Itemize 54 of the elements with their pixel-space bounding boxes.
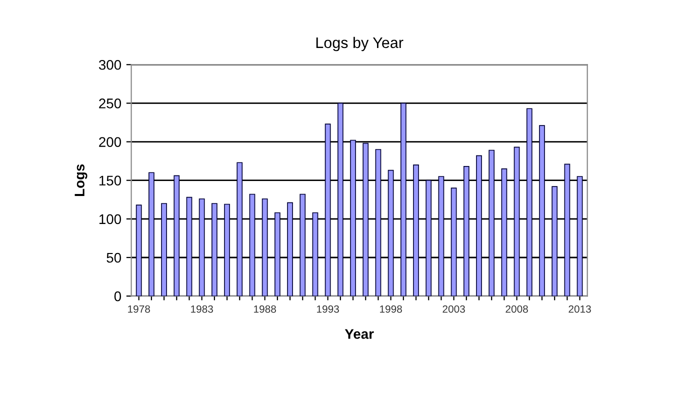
bar	[476, 155, 482, 296]
bar	[526, 108, 532, 296]
bar	[300, 194, 306, 296]
bar	[136, 204, 142, 296]
bar	[501, 168, 508, 296]
x-tick-label: 1998	[380, 305, 402, 313]
y-tick-label: 200	[99, 137, 122, 147]
bar	[198, 198, 205, 296]
x-tick-label: 2013	[568, 305, 591, 313]
bar	[576, 176, 583, 296]
y-tick-label: 0	[114, 291, 122, 302]
bar	[262, 198, 268, 296]
bar	[438, 176, 444, 296]
bar	[224, 204, 230, 296]
y-tick-label: 300	[98, 60, 122, 70]
x-tick-label: 1983	[191, 305, 213, 313]
y-tick-label: 150	[99, 176, 122, 186]
bar	[148, 172, 154, 296]
bar	[388, 170, 394, 296]
bar	[413, 164, 419, 296]
y-tick-label: 100	[99, 214, 122, 224]
bar	[350, 140, 356, 296]
bar	[236, 162, 243, 296]
x-tick-label: 1993	[317, 305, 339, 313]
bar	[400, 102, 406, 296]
bar	[426, 180, 432, 296]
x-axis-title: Year	[344, 329, 374, 339]
x-tick-label: 1988	[254, 305, 276, 313]
y-tick-label: 250	[99, 98, 122, 108]
bar	[463, 166, 470, 296]
bar	[287, 202, 293, 296]
bar	[249, 194, 256, 296]
bar	[337, 102, 344, 296]
x-tick-label: 2008	[506, 305, 528, 313]
y-axis-title: Logs	[74, 164, 88, 196]
bar	[161, 203, 167, 296]
bar	[362, 142, 369, 296]
x-tick-label: 1978	[128, 305, 150, 313]
bar	[174, 175, 180, 296]
x-tick-label: 2003	[442, 305, 465, 313]
bar	[312, 212, 318, 296]
bar	[564, 164, 570, 296]
y-tick-label: 50	[106, 252, 122, 263]
bar	[488, 150, 495, 296]
bar	[212, 203, 218, 296]
bar	[324, 124, 331, 296]
bar	[450, 188, 457, 296]
bar	[186, 196, 192, 296]
bar	[539, 125, 545, 296]
bar	[375, 149, 382, 296]
bar	[552, 186, 558, 296]
bar	[514, 146, 520, 296]
chart-title: Logs by Year	[316, 36, 404, 52]
bar	[274, 212, 280, 296]
